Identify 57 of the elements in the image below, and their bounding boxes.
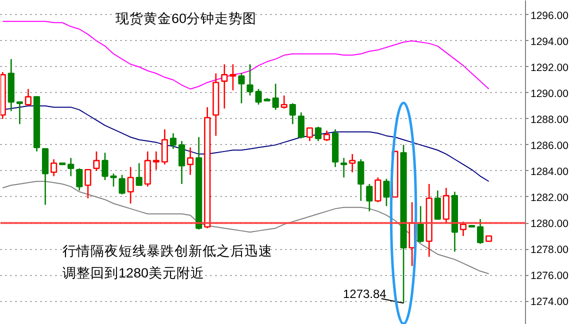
candlestick [136, 162, 142, 186]
candlestick [238, 72, 245, 104]
y-tick-label: 1286.00 [530, 140, 569, 152]
candlestick [178, 140, 186, 185]
candlestick [255, 88, 262, 106]
candlestick [289, 102, 296, 125]
y-tick-label: 1278.00 [530, 244, 569, 256]
candlestick [127, 166, 134, 204]
y-tick-label: 1276.00 [530, 270, 569, 282]
candlestick [102, 152, 108, 181]
y-tick-label: 1294.00 [530, 36, 569, 48]
candlestick [246, 64, 254, 96]
y-tick-label: 1284.00 [530, 166, 569, 178]
candlestick [144, 150, 151, 188]
candlestick [161, 128, 168, 166]
text: 现货黄金60分钟走势图 [116, 11, 257, 26]
candlestick [306, 127, 313, 142]
y-tick-label: 1292.00 [530, 62, 569, 74]
candlestick [417, 205, 424, 244]
candlestick [16, 101, 23, 125]
candlestick [383, 178, 390, 207]
candlestick [477, 218, 484, 244]
y-tick-label: 1282.00 [530, 192, 569, 204]
y-tick-label: 1296.00 [530, 10, 569, 22]
y-tick-label: 1290.00 [530, 88, 569, 100]
annotation: 1273.84 [342, 286, 387, 301]
candlestick [84, 169, 92, 199]
y-tick-label: 1288.00 [530, 114, 569, 126]
candlestick [314, 126, 322, 142]
candlestick [221, 64, 228, 110]
candlestick [298, 112, 304, 140]
annotation: 调整回到1280美元附近 [62, 266, 205, 280]
candlestick [186, 146, 194, 176]
candlestick [24, 88, 32, 107]
candlestick [230, 64, 236, 91]
candlestick [118, 174, 126, 196]
candlestick [93, 150, 100, 172]
candlestick [280, 94, 288, 110]
candlestick [76, 168, 83, 192]
candlestick [340, 157, 348, 178]
candlestick [170, 132, 177, 150]
candlestick [434, 190, 441, 220]
candlestick [349, 153, 356, 173]
candlestick [366, 183, 373, 212]
candlestick [152, 150, 160, 170]
candlestick [442, 187, 450, 224]
candlestick [460, 221, 467, 237]
candlestick [110, 172, 117, 188]
candlestick [50, 158, 58, 177]
y-tick-label: 1280.00 [530, 218, 569, 230]
candlestick [68, 157, 74, 177]
annotation: 行情隔夜短线暴跌创新低之后迅速 [62, 244, 272, 258]
candlestick [272, 83, 279, 110]
candlestick [358, 158, 364, 202]
y-tick-label: 1274.00 [530, 296, 569, 308]
candlestick [323, 130, 330, 142]
candlestick [374, 176, 382, 203]
